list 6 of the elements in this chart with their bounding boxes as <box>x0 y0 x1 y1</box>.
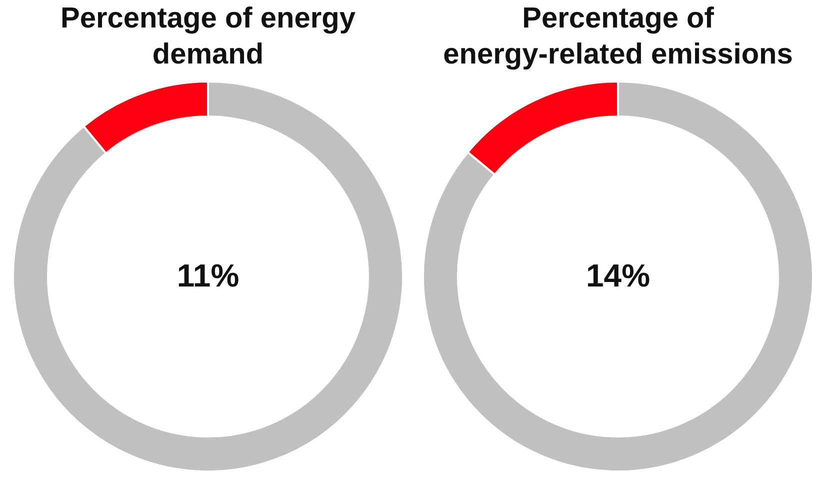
donut-slice <box>12 80 404 472</box>
text: 14% <box>586 258 650 294</box>
chart-title: Percentage of energy demand <box>60 2 356 70</box>
chart-title: Percentage of energy-related emissions <box>443 2 793 70</box>
text: 11% <box>176 258 240 294</box>
donut-slice <box>422 80 814 472</box>
